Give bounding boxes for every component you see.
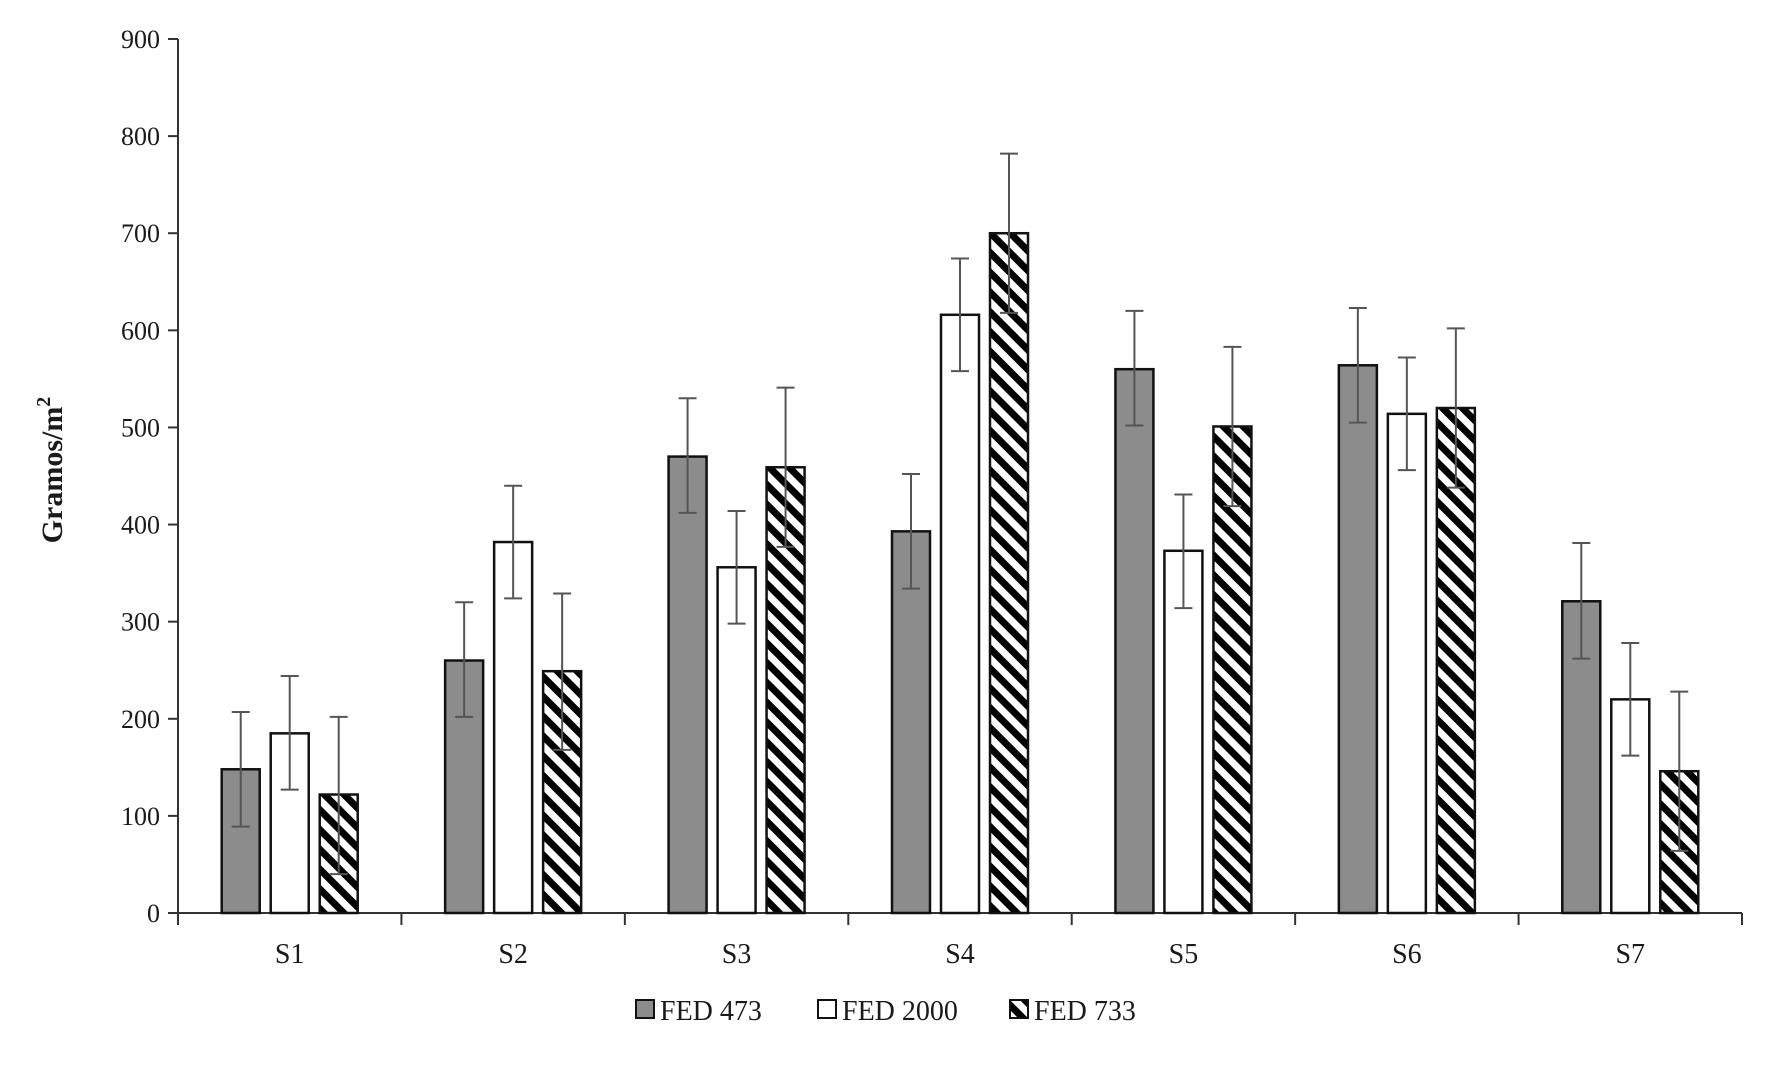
- bar-S5-fed-2000: [1163, 549, 1204, 915]
- y-axis-label: Gramos/m2: [33, 397, 69, 544]
- x-tick-label-S1: S1: [275, 939, 305, 970]
- y-tick-label: 700: [121, 219, 160, 248]
- y-tick-label: 600: [121, 316, 160, 345]
- x-tick-label-S6: S6: [1392, 939, 1422, 970]
- bar-S4-fed-473: [890, 530, 932, 915]
- x-tick-label-S5: S5: [1169, 939, 1199, 970]
- error-bars: [231, 152, 1689, 876]
- bar-S4-fed-733: [988, 231, 1030, 915]
- y-tick-label: 200: [121, 705, 160, 734]
- bar-S2-fed-2000: [492, 540, 534, 915]
- y-tick-label: 0: [147, 899, 160, 928]
- legend-label-fed-2000: FED 2000: [842, 996, 958, 1027]
- legend-label-fed-733: FED 733: [1034, 996, 1136, 1027]
- y-axis-label-superscript: 2: [33, 397, 55, 407]
- axes: [168, 38, 1743, 925]
- y-tick-label: 400: [121, 511, 160, 540]
- legend-swatch-fed-2000: [817, 999, 837, 1019]
- x-tick-label-S3: S3: [722, 939, 752, 970]
- bar-S3-fed-473: [667, 455, 708, 915]
- bar-S6-fed-473: [1337, 364, 1379, 915]
- legend-swatch-fed-733: [1009, 999, 1029, 1019]
- y-tick-label: 100: [121, 802, 160, 831]
- legend: FED 473 FED 2000 FED 733: [635, 996, 1136, 1027]
- bar-S3-fed-2000: [716, 566, 757, 915]
- y-tick-label: 300: [121, 608, 160, 637]
- y-tick-label: 800: [121, 122, 160, 151]
- y-tick-label: 500: [121, 413, 160, 442]
- legend-label-fed-473: FED 473: [660, 996, 762, 1027]
- y-axis-label-main: Gramos/m: [36, 407, 69, 544]
- bar-S5-fed-733: [1212, 425, 1253, 915]
- labels: 0 100 200 300 400 500 600 700 800 900 S1 S2 S3 S4 S5 S6…: [121, 25, 1645, 970]
- x-tick-label-S7: S7: [1615, 939, 1645, 970]
- x-tick-label-S2: S2: [498, 939, 528, 970]
- bar-S6-fed-2000: [1386, 412, 1428, 915]
- bar-S6-fed-733: [1435, 406, 1477, 915]
- bars: [220, 231, 1700, 915]
- bar-S4-fed-2000: [939, 313, 981, 915]
- legend-swatch-fed-473: [635, 999, 655, 1019]
- x-tick-label-S4: S4: [945, 939, 975, 970]
- bar-S5-fed-473: [1114, 367, 1155, 915]
- bar-S2-fed-473: [443, 659, 485, 915]
- y-tick-label: 900: [121, 25, 160, 54]
